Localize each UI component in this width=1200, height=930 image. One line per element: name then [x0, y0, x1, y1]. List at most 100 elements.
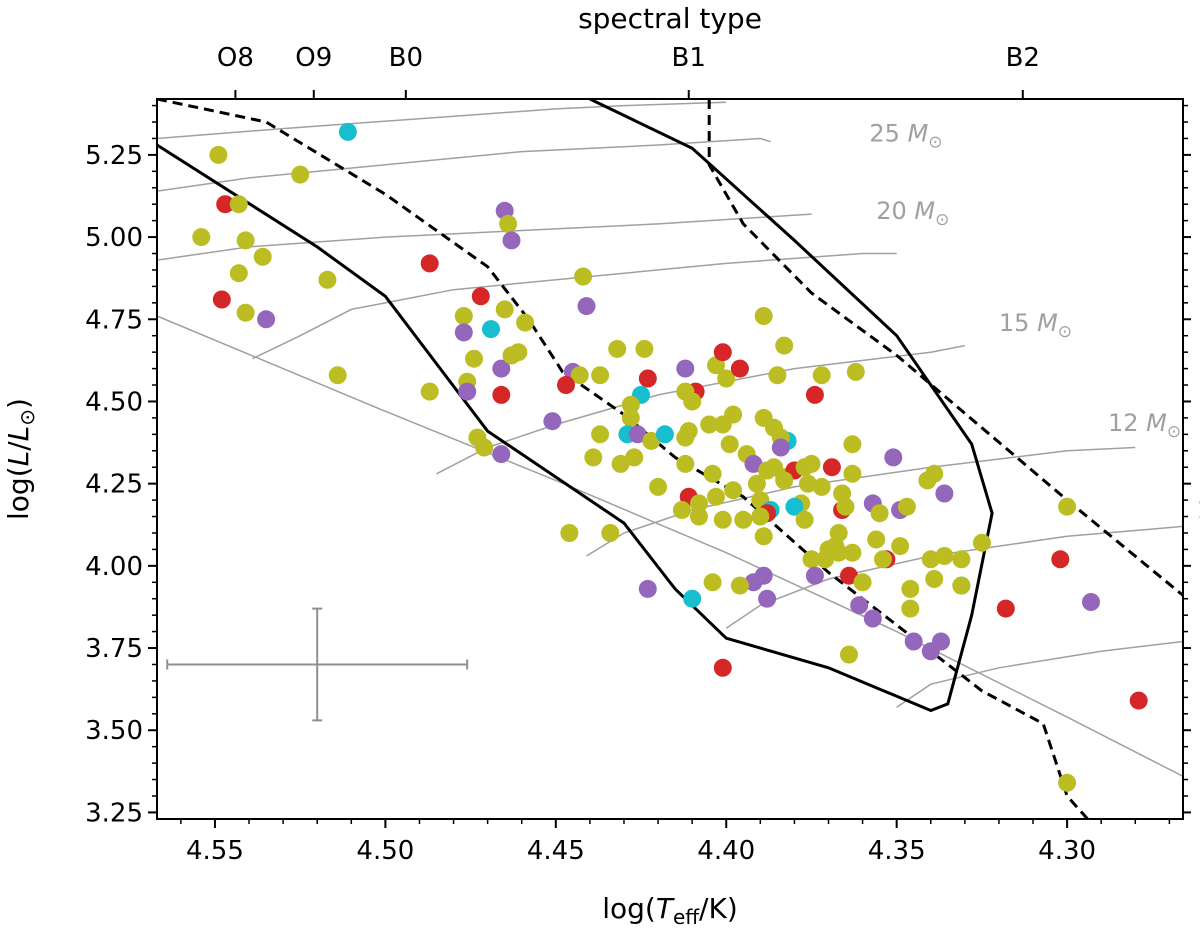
- star-point-yellow: [570, 366, 589, 385]
- star-point-yellow: [1058, 773, 1077, 792]
- star-point-yellow: [703, 573, 722, 592]
- star-point-yellow: [843, 435, 862, 454]
- star-point-yellow: [754, 307, 773, 325]
- star-point-red: [805, 385, 824, 404]
- star-point-yellow: [253, 247, 272, 266]
- star-point-purple: [754, 566, 773, 585]
- star-point-purple: [1082, 593, 1100, 611]
- star-point-yellow: [679, 422, 698, 441]
- spectral-tick-label: B0: [389, 43, 423, 73]
- star-point-purple: [492, 445, 511, 464]
- star-point-yellow: [829, 543, 848, 562]
- star-point-red: [822, 458, 841, 477]
- x-tick-label: 4.50: [356, 836, 414, 866]
- star-point-purple: [257, 310, 276, 329]
- x-tick-label: 4.40: [697, 836, 755, 866]
- star-point-red: [492, 385, 511, 404]
- star-point-yellow: [229, 195, 248, 214]
- star-point-purple: [935, 484, 954, 503]
- star-point-yellow: [209, 145, 228, 164]
- star-point-yellow: [901, 579, 920, 598]
- star-point-yellow: [802, 454, 821, 473]
- star-point-purple: [454, 323, 473, 342]
- star-point-yellow: [601, 524, 620, 542]
- star-point-yellow: [707, 487, 725, 506]
- star-point-red: [216, 195, 235, 214]
- star-point-yellow: [935, 547, 954, 565]
- mass-label: 12 M⊙: [1108, 409, 1181, 442]
- star-point-yellow: [683, 392, 702, 411]
- star-point-yellow: [921, 550, 940, 569]
- axes: 4.55 4.50 4.45 4.40 4.35 4.30 3.25 3.50 3.75 4.00…: [85, 43, 1191, 866]
- mass-labels: 25 M⊙ 20 M⊙ 15 M⊙ 12 M⊙ 10 M: [869, 120, 1200, 525]
- x-tick-label: 4.45: [527, 836, 585, 866]
- star-point-yellow: [897, 497, 916, 516]
- star-point-yellow: [775, 471, 794, 490]
- star-point-yellow: [635, 339, 654, 358]
- star-point-purple: [577, 297, 596, 316]
- star-point-yellow: [495, 300, 514, 319]
- star-point-yellow: [768, 366, 787, 385]
- x-tick-label: 4.55: [186, 836, 244, 866]
- y-tick-label: 4.50: [85, 387, 143, 417]
- star-point-yellow: [747, 474, 766, 493]
- star-point-yellow: [499, 214, 518, 233]
- track-line: [586, 446, 1136, 557]
- star-point-yellow: [925, 464, 944, 483]
- star-point-yellow: [642, 431, 661, 450]
- star-point-purple: [543, 412, 562, 431]
- star-point-yellow: [328, 366, 347, 385]
- star-point-red: [1129, 691, 1148, 710]
- error-bar: [166, 607, 469, 722]
- star-point-yellow: [703, 464, 722, 483]
- star-point-red: [212, 290, 231, 309]
- x-tick-label: 4.30: [1038, 836, 1096, 866]
- star-point-yellow: [591, 366, 610, 385]
- star-point-red: [730, 359, 749, 378]
- star-point-red: [713, 658, 732, 677]
- y-tick-label: 3.25: [85, 798, 143, 828]
- mass-label: 25 M⊙: [869, 120, 942, 153]
- y-tick-label: 5.25: [85, 141, 143, 171]
- star-points: [192, 122, 1148, 792]
- star-point-yellow: [717, 369, 736, 388]
- star-point-yellow: [802, 550, 821, 569]
- y-tick-label: 5.00: [85, 223, 143, 253]
- star-point-yellow: [318, 270, 337, 289]
- star-point-red: [557, 376, 575, 394]
- star-point-yellow: [972, 533, 991, 552]
- star-point-yellow: [621, 408, 640, 427]
- star-point-yellow: [574, 267, 593, 286]
- star-point-purple: [850, 596, 869, 615]
- star-point-yellow: [608, 339, 627, 358]
- star-point-yellow: [516, 313, 535, 332]
- star-point-yellow: [676, 454, 695, 473]
- mass-label: 15 M⊙: [999, 309, 1072, 342]
- star-point-yellow: [901, 599, 920, 618]
- y-tick-label: 4.00: [85, 552, 143, 582]
- star-point-cyan: [338, 122, 357, 141]
- spectral-tick-label: O9: [295, 43, 332, 73]
- star-point-yellow: [465, 349, 483, 368]
- star-point-yellow: [560, 524, 579, 542]
- star-point-purple: [502, 231, 521, 250]
- spectral-tick-label: O8: [217, 43, 254, 73]
- mass-label: 10 M: [1197, 496, 1200, 524]
- star-point-red: [471, 287, 490, 306]
- star-point-yellow: [870, 504, 889, 523]
- star-point-yellow: [700, 415, 719, 434]
- star-point-red: [420, 254, 439, 273]
- star-point-yellow: [724, 481, 743, 500]
- star-point-yellow: [867, 530, 886, 549]
- star-point-yellow: [816, 550, 835, 569]
- star-point-purple: [676, 359, 695, 378]
- star-point-yellow: [475, 438, 494, 457]
- star-point-yellow: [192, 228, 211, 247]
- star-point-red: [1051, 550, 1070, 569]
- star-point-yellow: [874, 550, 892, 569]
- star-point-yellow: [229, 264, 248, 283]
- region-boundary-line: [157, 99, 994, 713]
- spectral-tick-label: B2: [1006, 43, 1040, 73]
- star-point-yellow: [625, 448, 644, 467]
- star-point-yellow: [236, 303, 255, 322]
